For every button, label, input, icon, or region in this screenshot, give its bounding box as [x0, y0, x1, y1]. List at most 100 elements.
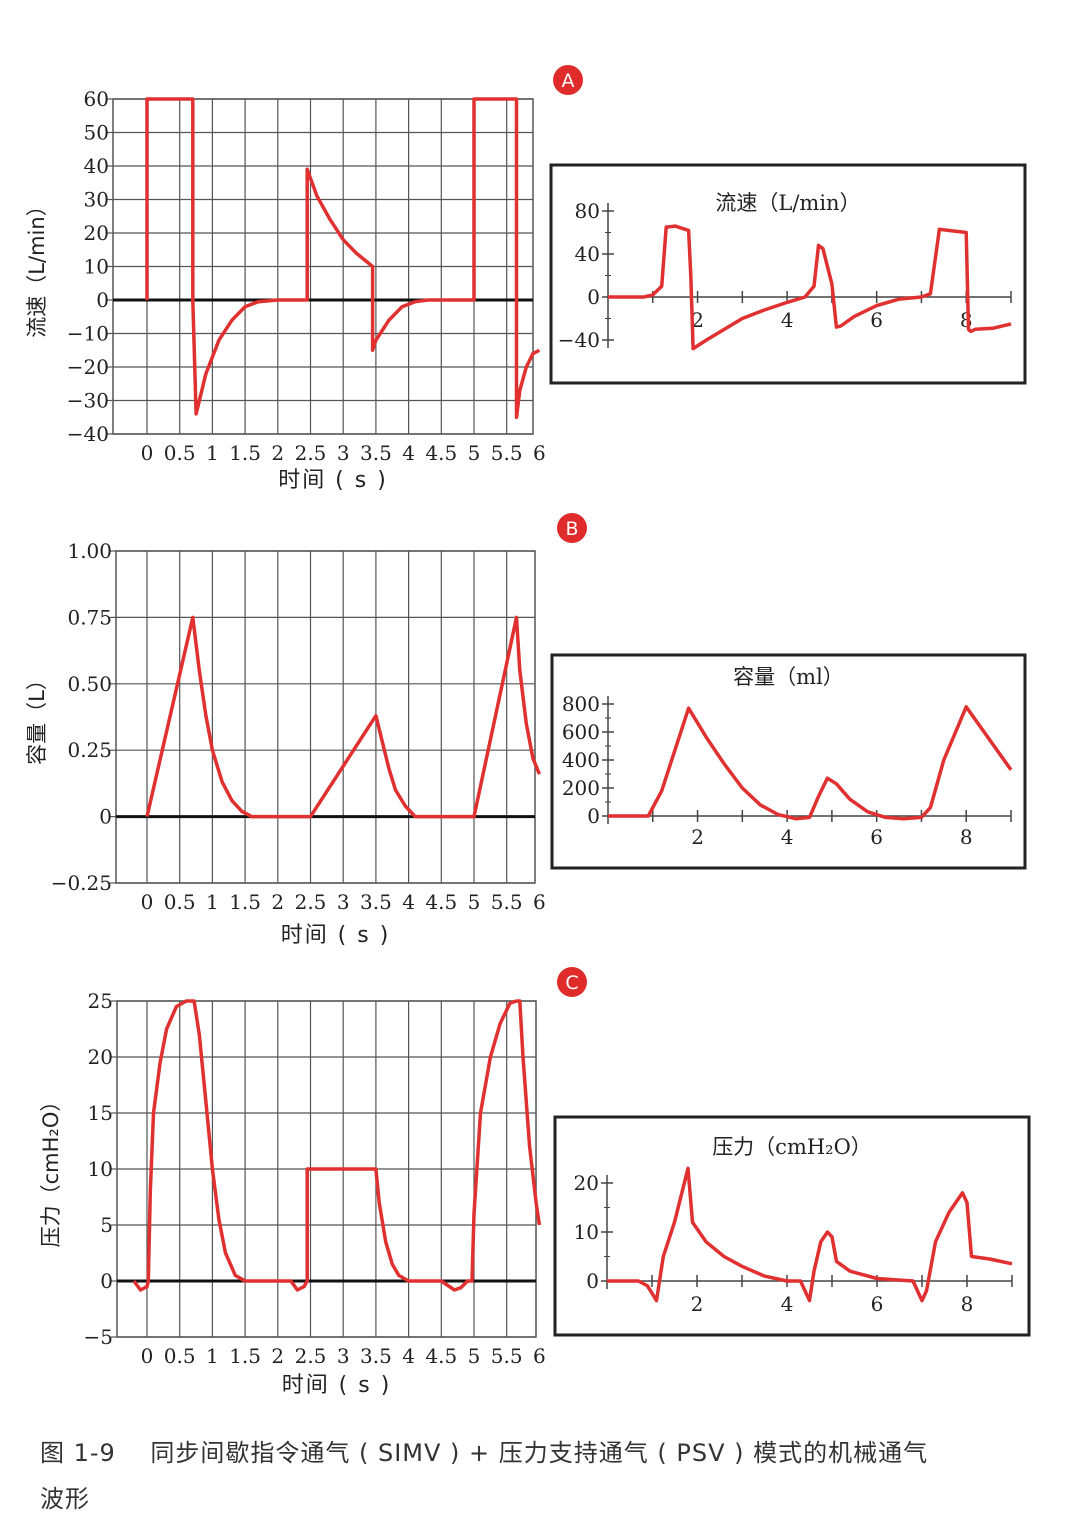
panel-badge-label: A: [562, 70, 575, 92]
x-tick-label: 2.5: [295, 441, 327, 465]
y-tick-label: −20: [67, 355, 109, 379]
x-tick-label: 5: [468, 1344, 481, 1368]
y-tick-label: −30: [67, 389, 109, 413]
x-tick-label: 4.5: [425, 441, 457, 465]
plot-frame: [115, 550, 536, 884]
x-tick-label: 2.5: [295, 890, 327, 914]
x-tick-label: 1.5: [229, 1344, 261, 1368]
panel-badge-label: C: [565, 972, 578, 994]
x-tick-label: 5.5: [491, 1344, 523, 1368]
panel-badge: [557, 513, 587, 543]
chart-a-left: 60 50 40 30 20 10 0 −10 −20 −30 −40 0 0.5 1 1.5 2 2.5 3 3.…: [25, 65, 583, 493]
y-tick-label: 20: [88, 1045, 113, 1069]
caption-line1: 同步间歇指令通气 ( SIMV ) + 压力支持通气 ( PSV ) 模式的机械…: [150, 1439, 929, 1467]
inset-frame: [553, 1115, 1031, 1337]
x-tick-label: 4: [402, 890, 415, 914]
y-tick-label: 0: [587, 285, 600, 309]
panel-badge-label: B: [565, 518, 578, 540]
x-tick-label: 4: [781, 1292, 794, 1316]
x-tick-label: 0.5: [164, 441, 196, 465]
x-tick-label: 8: [960, 825, 973, 849]
x-tick-label: 8: [960, 308, 973, 332]
chart-c-left: 25 20 15 10 5 0 −5 0 0.5 1 1.5 2 2.5 3 3.5 4 4.5 5 5.5 6 时间 …: [39, 967, 587, 1398]
x-tick-label: 0.5: [164, 890, 196, 914]
y-tick-label: 10: [88, 1157, 113, 1181]
y-tick-label: 0.25: [67, 738, 112, 762]
series-line-flow: [608, 224, 1012, 351]
x-tick-label: 5: [468, 890, 481, 914]
series-line-volume: [145, 615, 542, 819]
x-tick-label: 8: [961, 1292, 974, 1316]
y-tick-label: 10: [574, 1220, 599, 1244]
x-tick-label: 2: [271, 441, 284, 465]
y-tick-label: 50: [84, 121, 109, 145]
x-tick-label: 5.5: [491, 890, 523, 914]
y-axis-label: 压力（cmH₂O）: [39, 1091, 63, 1248]
caption-label: 图 1-9: [40, 1439, 116, 1467]
y-tick-label: 40: [84, 154, 109, 178]
series-line-volume: [608, 705, 1013, 821]
series-line-pressure: [132, 999, 542, 1292]
y-tick-label: 0: [100, 1269, 113, 1293]
inset-frame: [550, 653, 1027, 870]
caption-line2: 波形: [40, 1485, 90, 1513]
x-tick-label: 3.5: [360, 1344, 392, 1368]
x-tick-label: 3: [337, 441, 350, 465]
x-tick-label: 2: [691, 825, 704, 849]
x-tick-label: 6: [870, 825, 883, 849]
y-tick-label: 30: [84, 188, 109, 212]
x-tick-label: 6: [533, 1344, 546, 1368]
series-line-flow: [145, 97, 541, 420]
y-tick-label: 0: [587, 804, 600, 828]
x-tick-label: 1.5: [229, 890, 261, 914]
y-tick-label: 0: [586, 1269, 599, 1293]
y-tick-label: 600: [562, 720, 600, 744]
y-tick-label: 1.00: [67, 539, 112, 563]
y-tick-label: 60: [84, 87, 109, 111]
y-tick-label: 20: [574, 1171, 599, 1195]
chart-b-left: 1.00 0.75 0.50 0.25 0 −0.25 0 0.5 1 1.5 2 2.5 3 3.5 4 4…: [25, 513, 587, 948]
x-tick-label: 5.5: [491, 441, 523, 465]
x-tick-label: 6: [871, 1292, 884, 1316]
series-line-pressure: [607, 1166, 1013, 1303]
x-tick-label: 5: [468, 441, 481, 465]
y-tick-label: 200: [562, 776, 600, 800]
x-tick-label: 4.5: [425, 1344, 457, 1368]
y-tick-label: 20: [84, 221, 109, 245]
y-tick-label: 10: [84, 255, 109, 279]
x-tick-label: 2: [271, 1344, 284, 1368]
x-tick-label: 4: [781, 825, 794, 849]
y-tick-label: −10: [67, 322, 109, 346]
x-axis-label: 时间 ( s ): [281, 923, 391, 948]
x-tick-label: 3.5: [360, 441, 392, 465]
x-axis-label: 时间 ( s ): [278, 468, 388, 493]
x-tick-label: 1: [206, 441, 219, 465]
y-tick-label: 0.75: [67, 605, 112, 629]
inset-title: 流速（L/min）: [715, 191, 860, 215]
x-tick-label: 0.5: [164, 1344, 196, 1368]
x-tick-label: 2: [691, 1292, 704, 1316]
y-tick-label: −40: [558, 328, 600, 352]
y-tick-label: 15: [88, 1101, 113, 1125]
panel-badge: [553, 65, 583, 95]
y-tick-label: −5: [84, 1325, 113, 1349]
x-tick-label: 4: [402, 1344, 415, 1368]
x-tick-label: 6: [870, 308, 883, 332]
x-tick-label: 0: [141, 441, 154, 465]
x-tick-label: 4: [781, 308, 794, 332]
y-tick-label: 800: [562, 692, 600, 716]
y-tick-label: 0: [99, 805, 112, 829]
x-tick-label: 3: [337, 1344, 350, 1368]
x-tick-label: 0: [141, 1344, 154, 1368]
x-tick-label: 2.5: [295, 1344, 327, 1368]
y-tick-label: 0.50: [67, 672, 112, 696]
panel-badge: [557, 967, 587, 997]
figure-caption: 图 1-9 同步间歇指令通气 ( SIMV ) + 压力支持通气 ( PSV )…: [40, 1430, 1040, 1522]
y-tick-label: −40: [67, 422, 109, 446]
y-axis-label: 流速（L/min）: [25, 195, 49, 337]
x-tick-label: 3: [337, 890, 350, 914]
y-tick-label: 25: [88, 989, 113, 1013]
x-tick-label: 2: [271, 890, 284, 914]
x-tick-label: 4.5: [425, 890, 457, 914]
